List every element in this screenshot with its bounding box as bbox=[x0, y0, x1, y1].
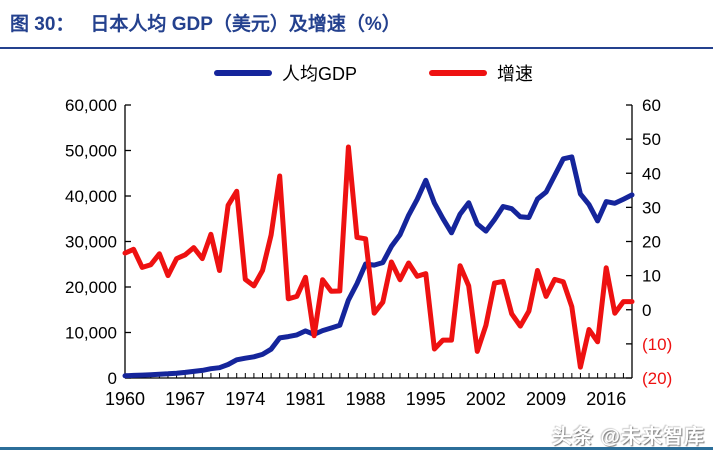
x-axis-tick-label: 1974 bbox=[225, 389, 265, 409]
left-axis-tick-label: 60,000 bbox=[65, 96, 117, 115]
legend: 人均GDP 增速 bbox=[0, 60, 713, 86]
right-axis-tick-label: 10 bbox=[642, 267, 661, 286]
left-axis-tick-label: 50,000 bbox=[65, 142, 117, 161]
right-axis-tick-label: (20) bbox=[642, 369, 672, 388]
legend-item-gdp: 人均GDP bbox=[213, 60, 357, 86]
right-axis-tick-label: (10) bbox=[642, 335, 672, 354]
footer-divider bbox=[0, 447, 713, 450]
x-axis-tick-label: 1960 bbox=[105, 389, 145, 409]
legend-item-growth: 增速 bbox=[429, 60, 533, 86]
right-axis-tick-label: 50 bbox=[642, 130, 661, 149]
right-axis-tick-label: 40 bbox=[642, 164, 661, 183]
x-axis-tick-label: 2016 bbox=[586, 389, 626, 409]
x-axis-tick-label: 1981 bbox=[285, 389, 325, 409]
legend-label-growth: 增速 bbox=[497, 64, 533, 84]
series-line-gdp bbox=[122, 154, 635, 379]
left-axis-tick-label: 0 bbox=[108, 369, 117, 388]
left-axis-tick-label: 10,000 bbox=[65, 324, 117, 343]
right-axis-tick-label: 60 bbox=[642, 96, 661, 115]
x-axis-tick-label: 2002 bbox=[466, 389, 506, 409]
figure-number: 图 30： bbox=[10, 14, 75, 35]
watermark: 头条 @未来智库 bbox=[551, 426, 705, 448]
x-axis-tick-label: 1995 bbox=[406, 389, 446, 409]
x-axis-tick-label: 2009 bbox=[526, 389, 566, 409]
right-axis-tick-label: 30 bbox=[642, 198, 661, 217]
legend-label-gdp: 人均GDP bbox=[281, 64, 357, 84]
title-divider bbox=[0, 47, 713, 49]
x-axis-tick-label: 1967 bbox=[165, 389, 205, 409]
series-line-growth bbox=[122, 144, 635, 370]
left-axis-tick-label: 40,000 bbox=[65, 187, 117, 206]
right-axis-tick-label: 0 bbox=[642, 301, 651, 320]
right-axis-tick-label: 20 bbox=[642, 233, 661, 252]
left-axis-tick-label: 30,000 bbox=[65, 233, 117, 252]
page-title: 日本人均 GDP（美元）及增速（%） bbox=[90, 14, 401, 35]
left-axis-tick-label: 20,000 bbox=[65, 278, 117, 297]
legend-line-gdp-icon bbox=[213, 70, 272, 76]
legend-line-growth-icon bbox=[429, 70, 487, 76]
chart-header: 图 30： 日本人均 GDP（美元）及增速（%） bbox=[10, 9, 401, 36]
x-axis-tick-label: 1988 bbox=[346, 389, 386, 409]
